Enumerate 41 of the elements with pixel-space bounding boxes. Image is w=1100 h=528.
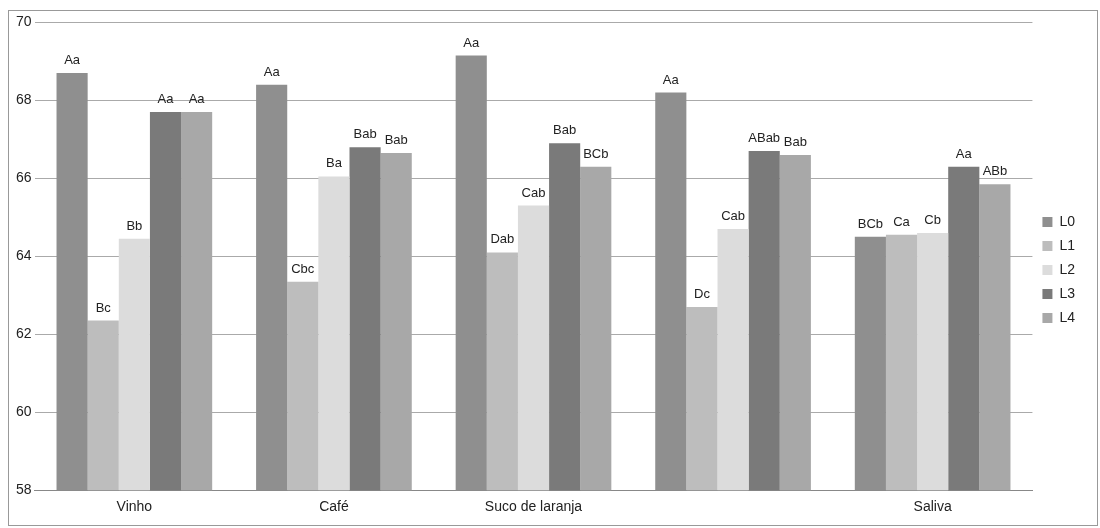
legend-label: L2 (1059, 260, 1076, 277)
y-tick-label: 60 (15, 403, 32, 420)
data-label: Aa (263, 63, 281, 79)
y-tick-label: 66 (15, 169, 32, 186)
y-tick-label: 70 (15, 13, 32, 30)
y-tick-label: 64 (15, 247, 32, 264)
data-label: BCb (857, 215, 884, 231)
legend-label: L4 (1059, 308, 1076, 325)
data-label: Ba (325, 155, 343, 171)
legend-label: L1 (1059, 236, 1076, 253)
data-label: Aa (463, 34, 480, 50)
data-label: Cbc (291, 260, 315, 276)
data-label: Cab (521, 184, 546, 200)
legend-label: L0 (1059, 212, 1076, 229)
data-label: Dc (693, 286, 711, 302)
y-tick-label: 62 (15, 325, 32, 342)
data-label: Dab (490, 231, 515, 247)
x-tick-label: Café (319, 498, 349, 515)
y-tick-label: 68 (15, 91, 32, 108)
data-label: Aa (64, 52, 81, 68)
data-label: Aa (188, 91, 206, 107)
data-label: ABab (748, 130, 781, 146)
data-label: Aa (955, 145, 973, 161)
x-tick-label: Suco de laranja (484, 498, 583, 515)
data-label: Ca (893, 213, 911, 229)
data-label: ABb (982, 163, 1008, 179)
x-tick-label: Saliva (913, 498, 952, 515)
y-tick-label: 58 (15, 481, 32, 498)
data-label: Bab (353, 126, 377, 142)
x-tick-label: Vinho (116, 498, 153, 515)
data-label: BCb (583, 145, 609, 161)
data-label: Bab (553, 122, 577, 138)
data-label: Bb (126, 217, 143, 233)
data-label: Bab (384, 132, 408, 148)
data-label: Cab (721, 208, 745, 224)
data-label: Aa (662, 71, 680, 87)
data-label: Bc (95, 299, 112, 315)
data-label: Cb (924, 211, 941, 227)
data-label: Aa (157, 91, 175, 107)
data-label: Bab (783, 134, 807, 150)
legend-label: L3 (1059, 284, 1076, 301)
